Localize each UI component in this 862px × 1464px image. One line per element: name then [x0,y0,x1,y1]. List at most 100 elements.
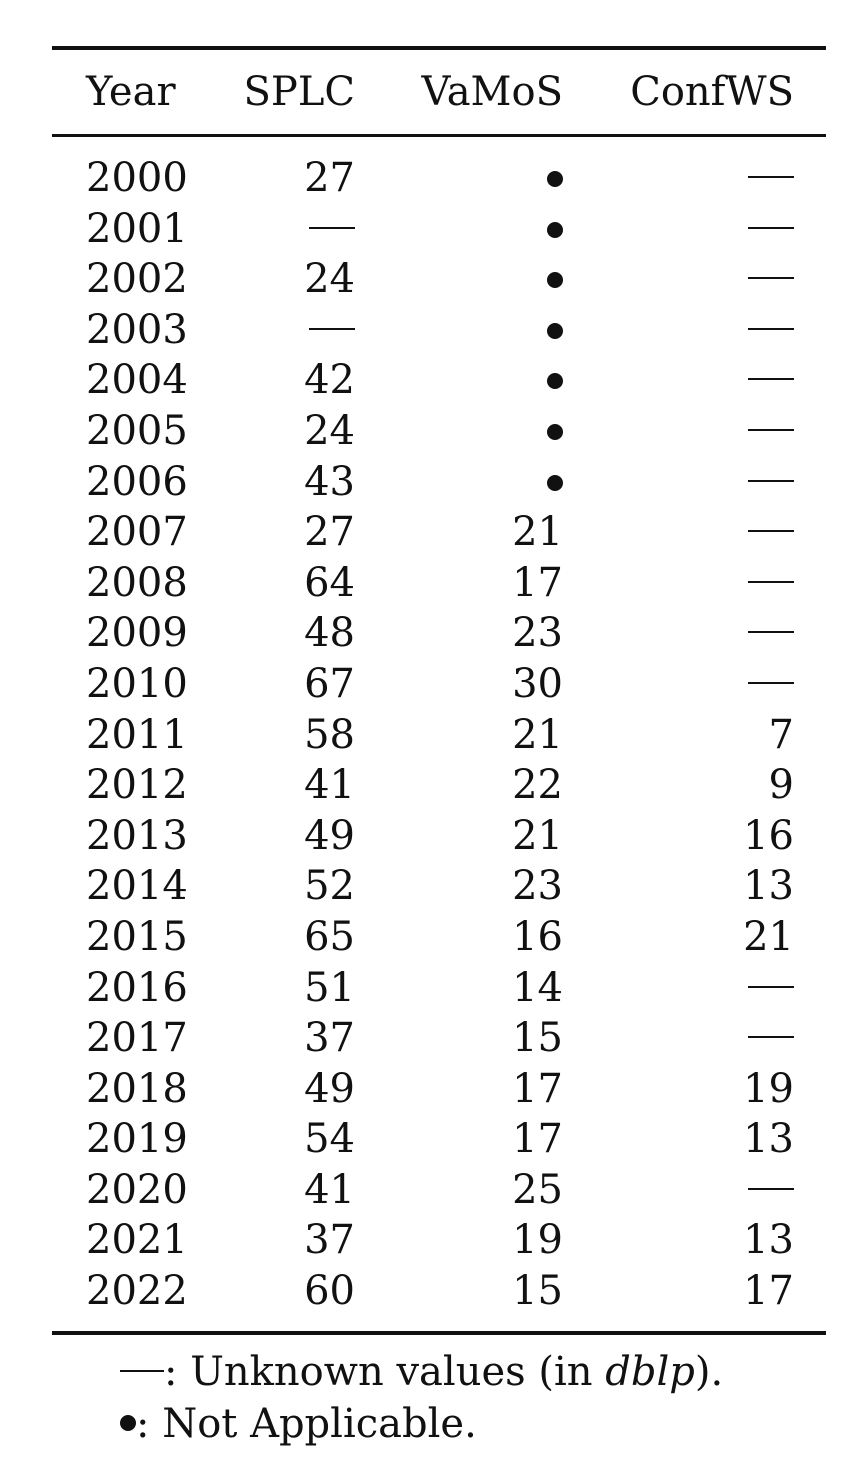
cell-confws: 19 [743,1065,794,1112]
note-unknown-end: ). [694,1349,724,1395]
cell-splc: 49 [304,812,355,859]
cell-confws [563,507,826,558]
cell-splc: 41 [304,762,355,809]
cell-vamos: 23 [512,863,563,910]
table-row: 2004 42 [52,355,826,406]
cell-confws [563,355,826,406]
cell-confws [563,558,826,609]
table-row: 2009 48 23 [52,608,826,659]
table-row: 2016 51 14 [52,963,826,1014]
data-table: Year SPLC VaMoS ConfWS [52,50,826,134]
cell-year: 2020 [86,1166,188,1213]
header-row: Year SPLC VaMoS ConfWS [52,50,826,134]
note-unknown-source: dblp [605,1349,695,1395]
table-row: 2002 24 [52,254,826,305]
cell-confws: 7 [768,711,794,758]
cell-splc: 52 [304,863,355,910]
cell-year: 2012 [86,762,188,809]
cell-vamos: 14 [512,964,563,1011]
cell-year: 2007 [86,509,188,556]
unknown-dash-icon [748,580,794,583]
cell-year: 2016 [86,964,188,1011]
cell-year: 2022 [86,1268,188,1315]
table-row: 2014 52 23 13 [52,861,826,912]
cell-year: 2015 [86,913,188,960]
table-row: 2006 43 [52,457,826,508]
cell-year: 2004 [86,357,188,404]
cell-confws [563,608,826,659]
cell-confws [563,204,826,255]
cell-vamos: 15 [512,1268,563,1315]
not-applicable-bullet-icon [547,322,563,339]
cell-year: 2019 [86,1116,188,1163]
cell-confws: 16 [743,812,794,859]
table-row: 2010 67 30 [52,659,826,710]
dash-symbol-icon [120,1370,164,1372]
cell-vamos: 21 [512,812,563,859]
header-year: Year [86,69,176,115]
cell-confws [563,1165,826,1216]
table-row: 2000 27 [52,137,826,204]
cell-confws: 21 [743,913,794,960]
cell-year: 2008 [86,559,188,606]
cell-confws [563,305,826,356]
not-applicable-bullet-icon [547,171,563,187]
unknown-dash-icon [748,277,794,280]
cell-splc [202,204,355,255]
cell-vamos: 17 [512,1116,563,1163]
cell-splc: 27 [304,155,355,201]
table-row: 2003 [52,305,826,356]
cell-vamos [355,355,563,406]
cell-year: 2005 [86,407,188,454]
cell-vamos [355,204,563,255]
cell-vamos: 16 [512,913,563,960]
cell-splc [202,305,355,356]
cell-year: 2003 [86,306,188,353]
table-row: 2019 54 17 13 [52,1114,826,1165]
unknown-dash-icon [748,378,794,381]
cell-vamos [355,457,563,508]
cell-splc: 64 [304,559,355,606]
unknown-dash-icon [748,327,794,330]
cell-splc: 27 [304,509,355,556]
cell-confws: 13 [743,1217,794,1264]
not-applicable-bullet-icon [547,221,563,238]
cell-confws [563,963,826,1014]
header-vamos: VaMoS [421,69,563,115]
cell-year: 2021 [86,1217,188,1264]
table-row: 2022 60 15 17 [52,1266,826,1331]
table-row: 2018 49 17 19 [52,1064,826,1115]
cell-year: 2000 [86,155,188,201]
cell-vamos: 30 [512,660,563,707]
cell-splc: 60 [304,1268,355,1315]
table-row: 2012 41 22 9 [52,760,826,811]
cell-year: 2011 [86,711,188,758]
cell-year: 2018 [86,1065,188,1112]
cell-vamos: 21 [512,509,563,556]
unknown-dash-icon [748,1036,794,1039]
cell-splc: 67 [304,660,355,707]
bullet-symbol-icon [120,1415,136,1431]
table-row: 2017 37 15 [52,1013,826,1064]
cell-splc: 24 [304,256,355,303]
cell-confws: 13 [743,863,794,910]
cell-confws [563,137,826,204]
unknown-dash-icon [748,479,794,482]
cell-vamos [355,406,563,457]
cell-vamos: 17 [512,559,563,606]
cell-year: 2013 [86,812,188,859]
header-confws: ConfWS [630,69,794,115]
cell-splc: 43 [304,458,355,505]
cell-vamos: 23 [512,610,563,657]
note-not-applicable-text: : Not Applicable. [136,1401,477,1447]
cell-splc: 65 [304,913,355,960]
cell-confws [563,406,826,457]
data-table-body: 2000 27 2001 2002 24 2003 2004 42 2005 24 2006 43 20… [52,137,826,1331]
unknown-dash-icon [748,428,794,431]
table-row: 2008 64 17 [52,558,826,609]
not-applicable-bullet-icon [547,272,563,289]
table-row: 2015 65 16 21 [52,912,826,963]
table-notes: : Unknown values (in dblp). : Not Applic… [120,1346,723,1450]
cell-splc: 42 [304,357,355,404]
cell-year: 2009 [86,610,188,657]
